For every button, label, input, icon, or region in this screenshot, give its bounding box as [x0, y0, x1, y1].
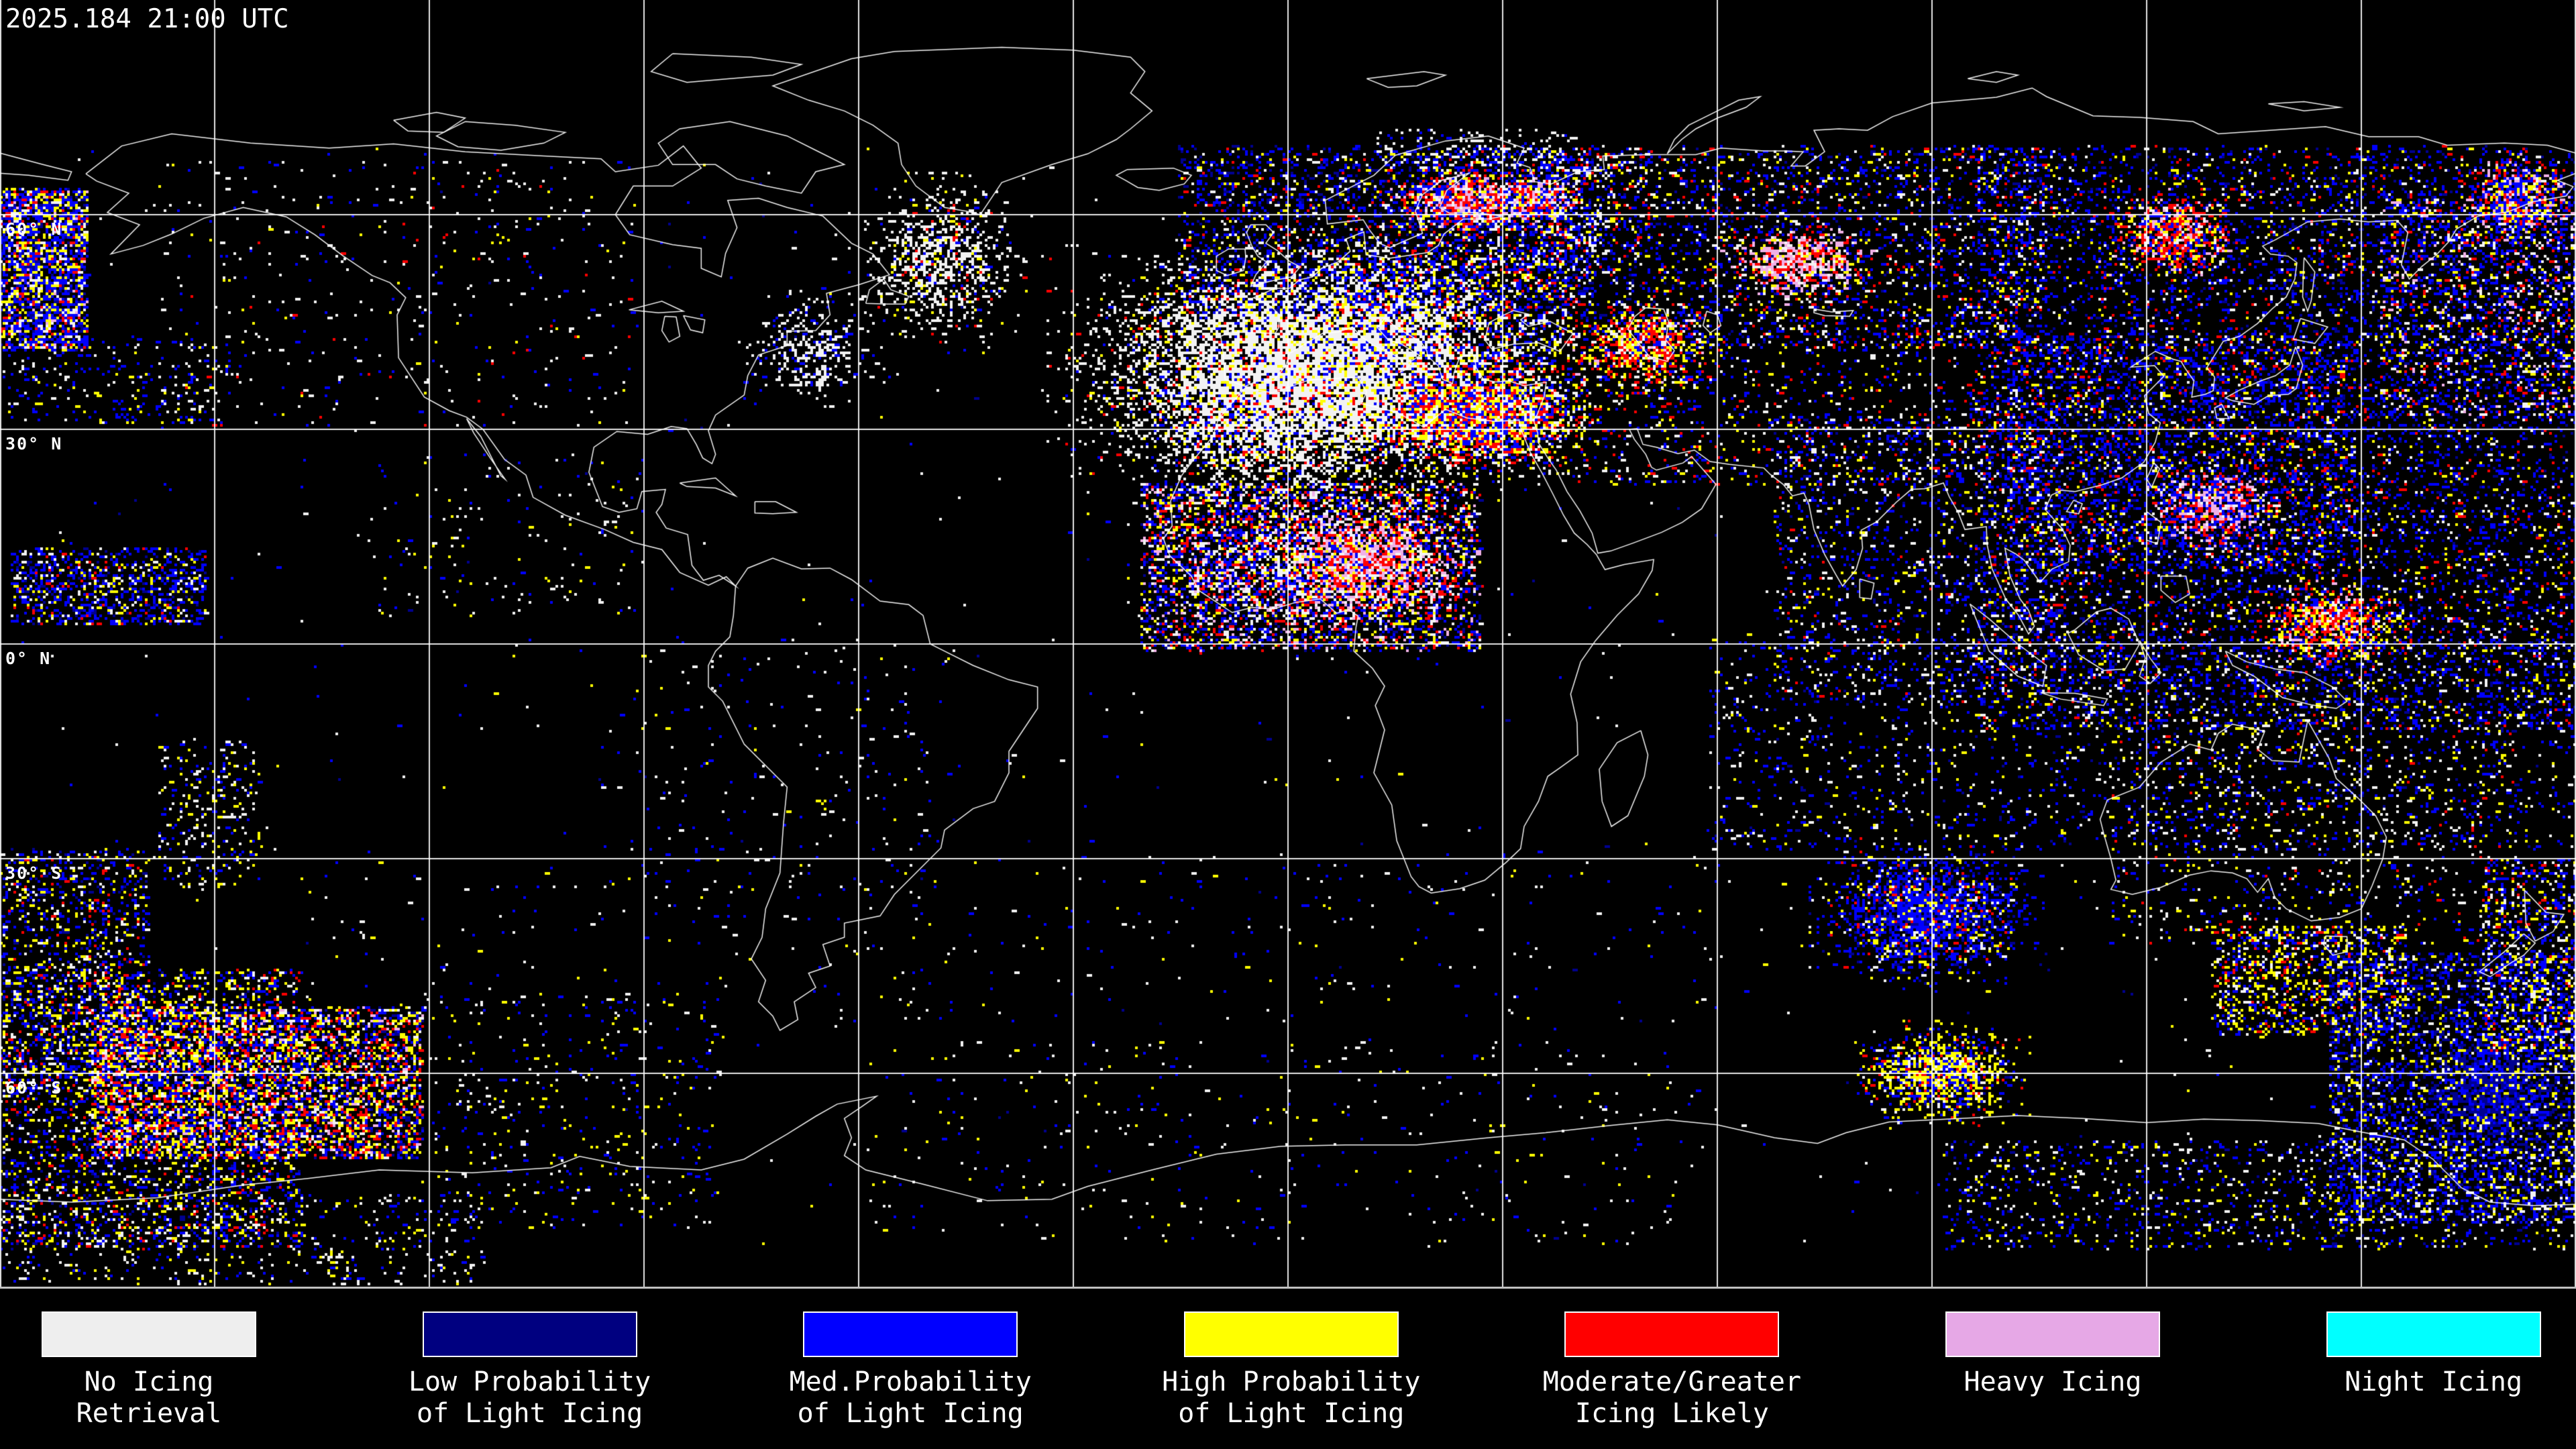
latitude-label: 60° N: [5, 219, 63, 239]
legend-label: No Icing Retrieval: [0, 1366, 317, 1430]
latitude-label: 0° N: [5, 649, 52, 668]
legend-label-line: of Light Icing: [1178, 1398, 1405, 1429]
legend-label: Med.Probability of Light Icing: [743, 1366, 1078, 1430]
legend-label-line: Low Probability: [408, 1366, 651, 1397]
legend: No Icing Retrieval Low Probability of Light…: [0, 1289, 2576, 1449]
legend-label: Low Probability of Light Icing: [362, 1366, 698, 1430]
legend-item: High Probability of Light Icing: [1124, 1311, 1459, 1430]
legend-swatch: [1183, 1311, 1399, 1357]
legend-swatch: [422, 1311, 637, 1357]
legend-swatch: [2326, 1311, 2541, 1357]
legend-label-line: of Light Icing: [417, 1398, 643, 1429]
latitude-label: 30° N: [5, 434, 63, 453]
legend-label: Heavy Icing: [1885, 1366, 2220, 1398]
legend-label-line: Night Icing: [2345, 1366, 2523, 1397]
legend-swatch: [803, 1311, 1018, 1357]
legend-label: Moderate/Greater Icing Likely: [1504, 1366, 1839, 1430]
legend-item: No Icing Retrieval: [0, 1311, 317, 1430]
legend-label-line: No Icing: [84, 1366, 214, 1397]
legend-swatch: [1945, 1311, 2160, 1357]
timestamp: 2025.184 21:00 UTC: [5, 4, 289, 34]
legend-label-line: High Probability: [1162, 1366, 1421, 1397]
legend-swatch: [1564, 1311, 1780, 1357]
legend-label-line: Moderate/Greater: [1542, 1366, 1802, 1397]
latitude-label: 60° S: [5, 1078, 63, 1097]
legend-item: Med.Probability of Light Icing: [743, 1311, 1078, 1430]
legend-item: Night Icing: [2266, 1311, 2576, 1398]
legend-label-line: Icing Likely: [1574, 1398, 1769, 1429]
latitude-label: 30° S: [5, 863, 63, 883]
map-legend-separator: [0, 1287, 2576, 1289]
legend-label: High Probability of Light Icing: [1124, 1366, 1459, 1430]
legend-item: Low Probability of Light Icing: [362, 1311, 698, 1430]
legend-item: Heavy Icing: [1885, 1311, 2220, 1398]
world-map-canvas: [0, 0, 2576, 1288]
legend-label-line: Med.Probability: [789, 1366, 1032, 1397]
legend-item: Moderate/Greater Icing Likely: [1504, 1311, 1839, 1430]
legend-swatch: [42, 1311, 256, 1357]
legend-label-line: of Light Icing: [797, 1398, 1024, 1429]
legend-label-line: Retrieval: [76, 1398, 222, 1429]
legend-label-line: Heavy Icing: [1964, 1366, 2142, 1397]
legend-label: Night Icing: [2266, 1366, 2576, 1398]
